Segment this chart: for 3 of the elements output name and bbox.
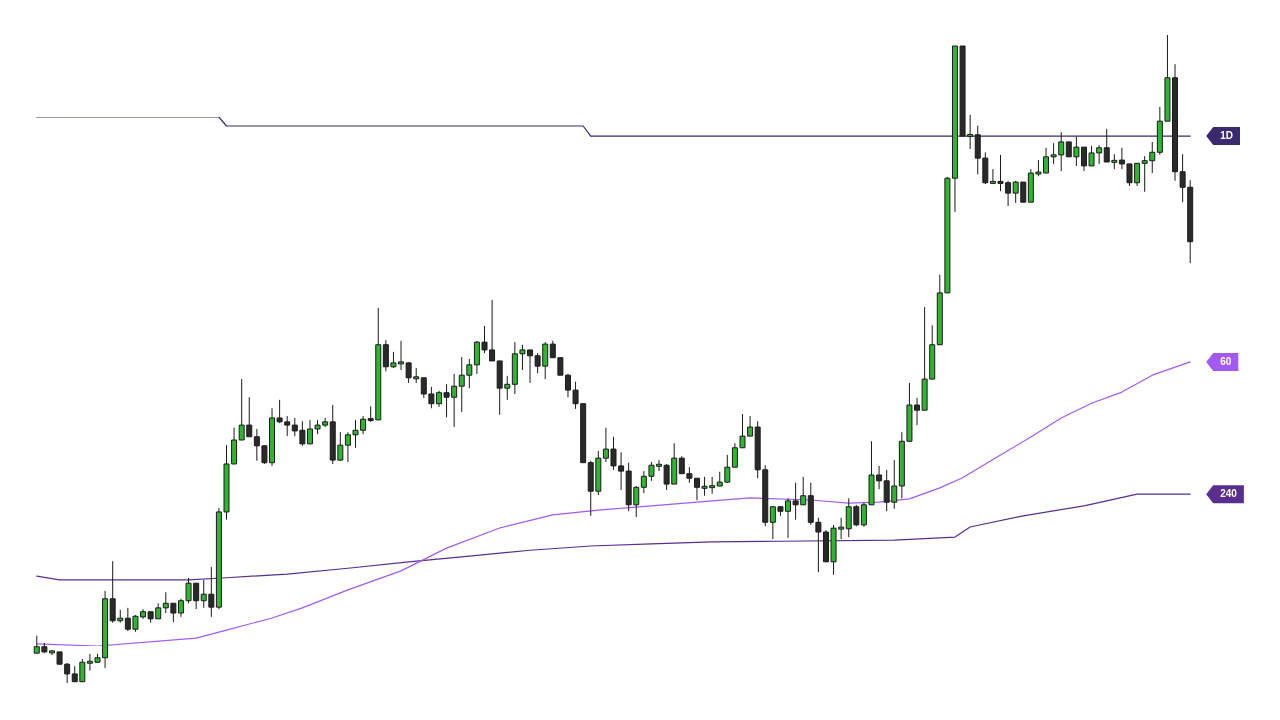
text: 240: [1220, 488, 1238, 500]
text: 1D: [1220, 130, 1233, 142]
text: 60: [1220, 356, 1232, 368]
